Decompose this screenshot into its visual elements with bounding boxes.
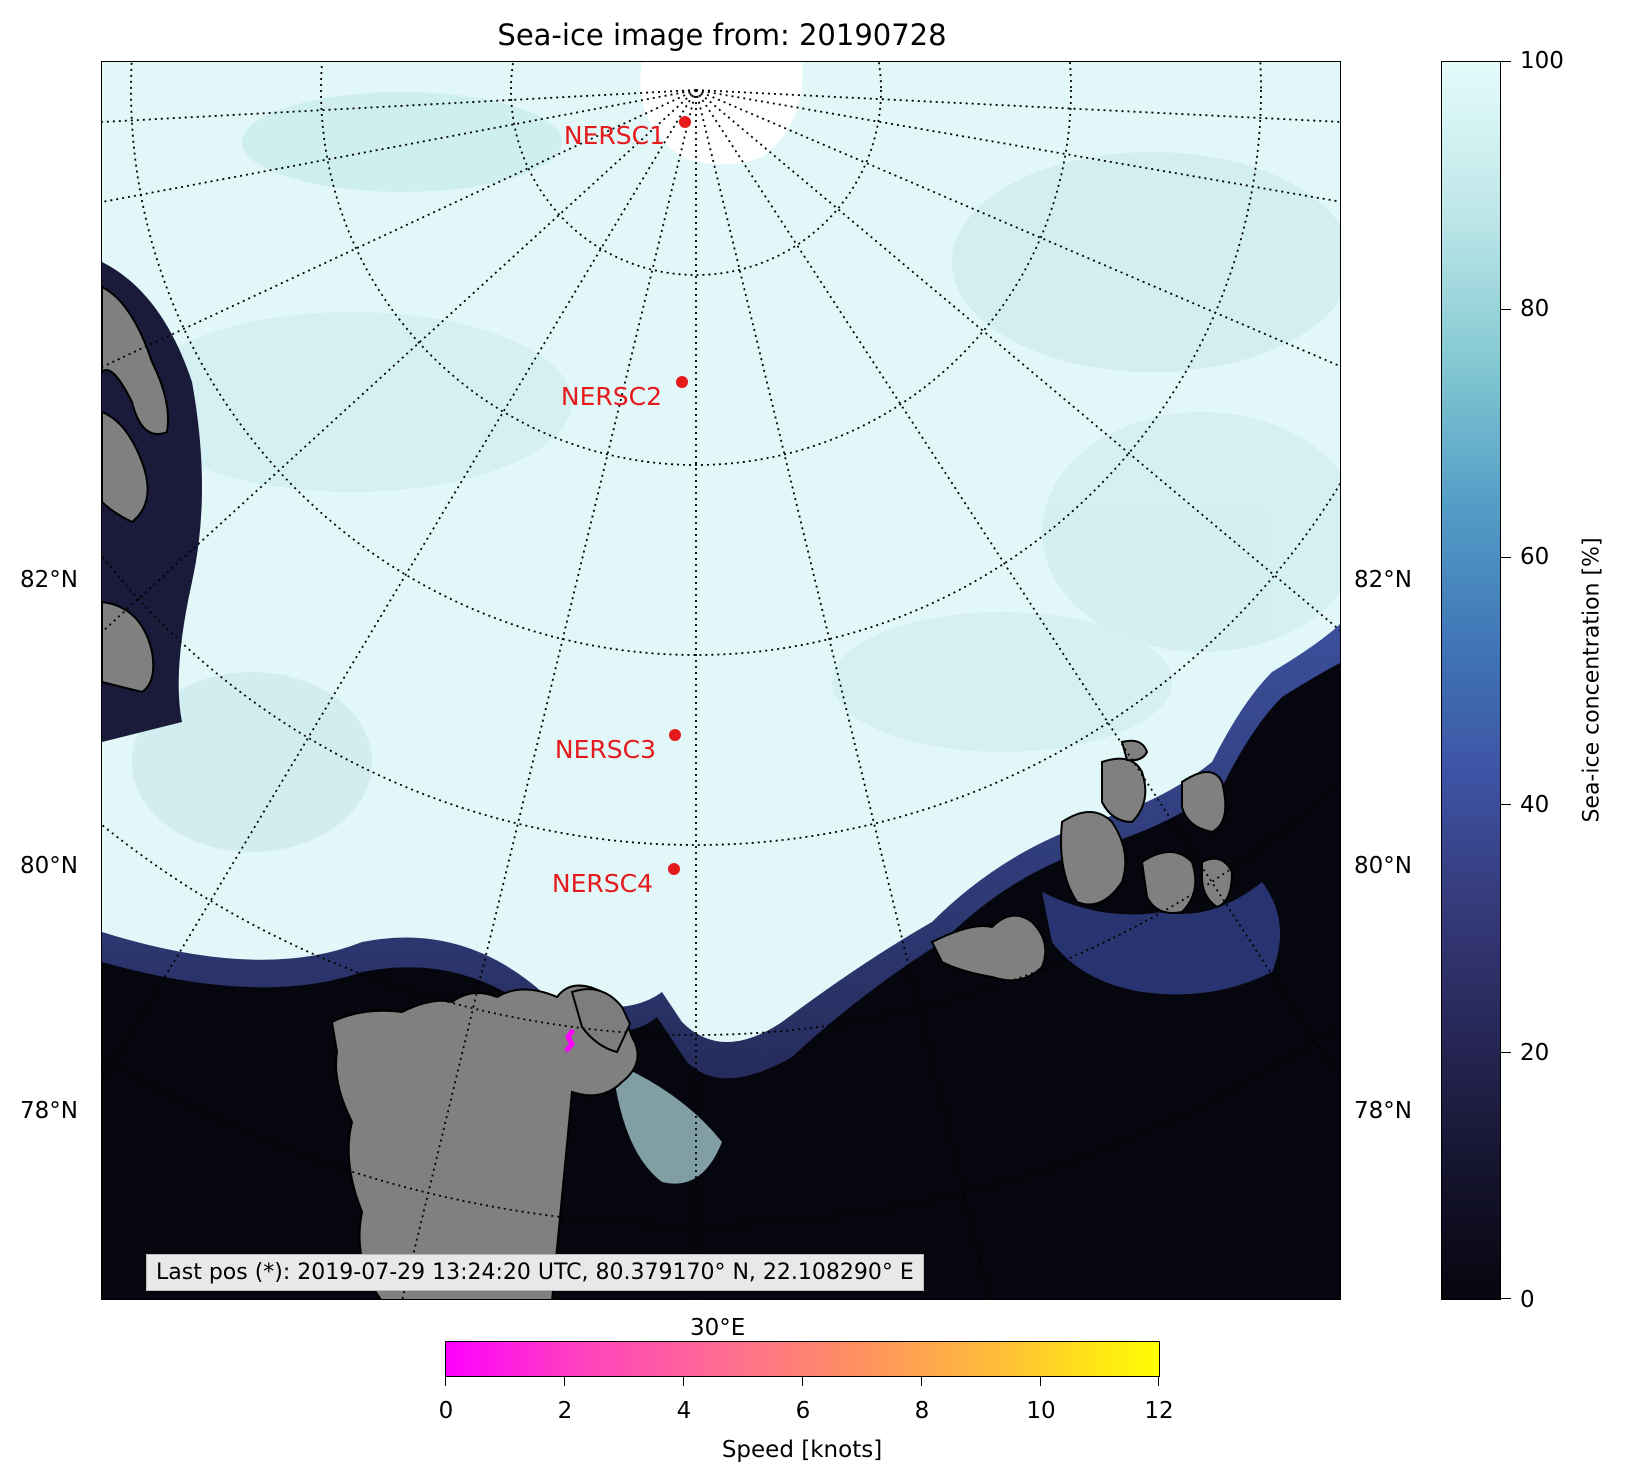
lat-label-80-right: 80°N — [1354, 853, 1412, 879]
ice-colorbar — [1441, 61, 1501, 1300]
ice-tick-20: 20 — [1520, 1040, 1550, 1066]
speed-colorbar — [445, 1341, 1160, 1377]
ice-colorbar-label: Sea-ice concentration [%] — [1579, 537, 1605, 823]
ice-tick-40: 40 — [1520, 792, 1550, 818]
speed-tick-8: 8 — [914, 1398, 930, 1424]
speed-tick-0: 0 — [438, 1398, 454, 1424]
speed-colorbar-ticks — [445, 1377, 1160, 1386]
last-position-box: Last pos (*): 2019-07-29 13:24:20 UTC, 8… — [146, 1254, 924, 1291]
land-left — [102, 285, 169, 694]
lon-label-30e: 30°E — [690, 1315, 746, 1341]
map-panel: NERSC1 NERSC2 NERSC3 NERSC4 — [101, 61, 1341, 1300]
speed-tick-12: 12 — [1144, 1398, 1174, 1424]
speed-colorbar-label: Speed [knots] — [721, 1437, 883, 1463]
land-franz-josef — [930, 739, 1234, 982]
speed-tick-6: 6 — [795, 1398, 811, 1424]
station-markers — [668, 116, 691, 875]
ice-tick-60: 60 — [1520, 544, 1550, 570]
ice-tick-100: 100 — [1520, 48, 1564, 74]
ice-tick-80: 80 — [1520, 296, 1550, 322]
land-svalbard — [330, 984, 639, 1299]
station-label-nersc2: NERSC2 — [561, 382, 662, 411]
map-title: Sea-ice image from: 20190728 — [497, 18, 947, 52]
station-label-nersc4: NERSC4 — [552, 869, 653, 898]
lat-label-78-right: 78°N — [1354, 1098, 1412, 1124]
drift-track — [564, 1028, 576, 1053]
lat-label-80-left: 80°N — [20, 853, 78, 879]
ice-texture — [132, 92, 1340, 852]
map-canvas: NERSC1 NERSC2 NERSC3 NERSC4 — [102, 62, 1340, 1299]
station-marker-nersc3 — [669, 729, 681, 741]
lat-label-82-left: 82°N — [20, 567, 78, 593]
station-marker-nersc2 — [676, 376, 688, 388]
station-marker-nersc4 — [668, 863, 680, 875]
station-label-nersc3: NERSC3 — [555, 735, 656, 764]
speed-tick-4: 4 — [676, 1398, 692, 1424]
speed-tick-2: 2 — [557, 1398, 573, 1424]
speed-tick-10: 10 — [1026, 1398, 1056, 1424]
station-marker-nersc1 — [679, 116, 691, 128]
lat-label-78-left: 78°N — [20, 1098, 78, 1124]
lat-label-82-right: 82°N — [1354, 567, 1412, 593]
ice-colorbar-ticks — [1501, 61, 1511, 1300]
pole-hole — [640, 62, 803, 165]
station-label-nersc1: NERSC1 — [564, 121, 665, 150]
graticule — [102, 62, 1340, 1299]
ice-tick-0: 0 — [1520, 1287, 1535, 1313]
